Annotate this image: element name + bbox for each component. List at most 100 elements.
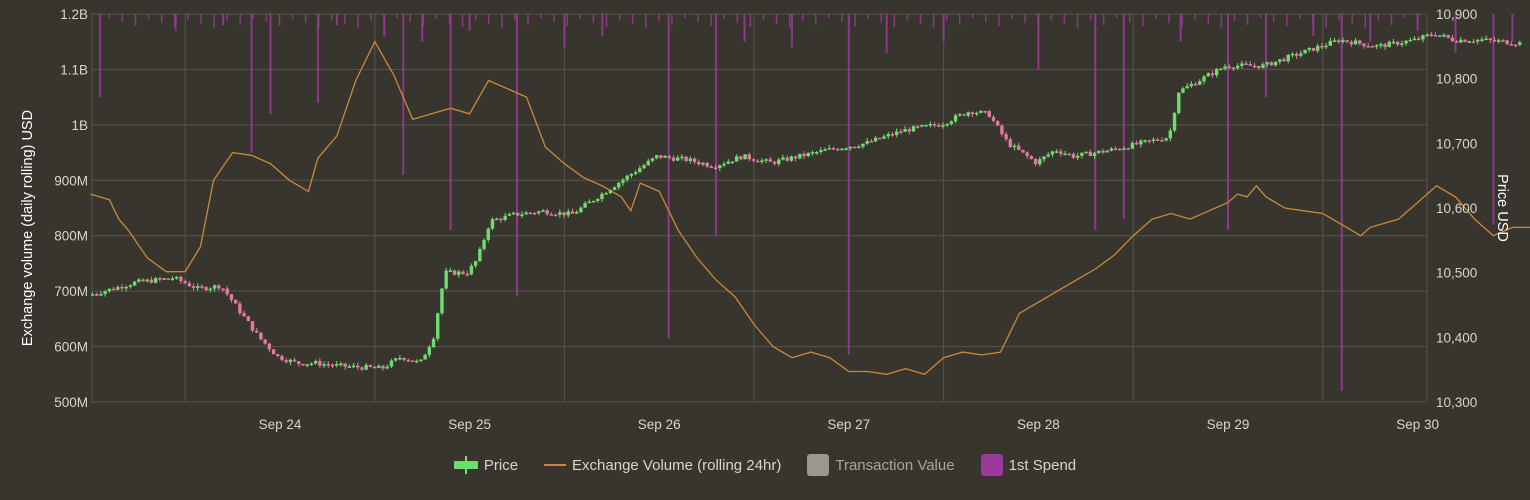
price-candle bbox=[1227, 66, 1231, 69]
price-candle bbox=[524, 212, 528, 215]
price-candle bbox=[482, 239, 486, 249]
price-candle bbox=[857, 146, 861, 149]
price-candle bbox=[372, 366, 377, 369]
price-candle bbox=[701, 163, 705, 165]
right-tick-label: 10,500 bbox=[1436, 266, 1477, 281]
price-candle bbox=[1000, 125, 1004, 135]
price-volume-chart: 500M 600M 700M 800M 900M 1B 1.1B 1.2B 10,300 10,4… bbox=[20, 7, 1530, 432]
legend-item-volume[interactable]: Exchange Volume (rolling 24hr) bbox=[544, 457, 781, 474]
price-candle bbox=[1400, 43, 1404, 45]
price-candle bbox=[1185, 86, 1189, 89]
volume-series-line bbox=[90, 40, 1530, 376]
price-candle bbox=[1433, 35, 1438, 37]
price-candle bbox=[916, 126, 920, 128]
price-candle bbox=[705, 163, 709, 167]
price-candle bbox=[1383, 44, 1387, 48]
price-candle bbox=[974, 112, 979, 115]
price-candle bbox=[1130, 142, 1135, 149]
price-candle bbox=[1320, 45, 1324, 48]
price-candle bbox=[1307, 47, 1311, 50]
price-candle bbox=[276, 354, 280, 356]
transaction-value-icon bbox=[807, 454, 830, 476]
price-candle bbox=[204, 287, 208, 291]
right-tick-label: 10,400 bbox=[1436, 330, 1477, 345]
price-candle bbox=[945, 123, 949, 126]
price-candle bbox=[309, 363, 314, 366]
left-tick-label: 1B bbox=[71, 118, 88, 133]
price-candle bbox=[848, 146, 853, 149]
price-candle bbox=[1341, 40, 1345, 43]
price-candle bbox=[1071, 153, 1076, 158]
price-candle bbox=[473, 261, 478, 266]
price-candle bbox=[478, 248, 482, 262]
price-candle bbox=[650, 158, 655, 161]
price-candle bbox=[90, 294, 95, 296]
price-candle bbox=[280, 355, 284, 361]
price-candle bbox=[802, 153, 806, 157]
price-candle bbox=[734, 156, 739, 162]
price-candle bbox=[987, 111, 991, 118]
price-candle bbox=[444, 270, 448, 289]
price-candle bbox=[1172, 113, 1177, 131]
price-candle bbox=[1450, 37, 1455, 42]
price-candle bbox=[625, 175, 629, 180]
price-candle bbox=[1235, 65, 1240, 69]
price-candle bbox=[1219, 68, 1223, 71]
price-candle bbox=[541, 210, 545, 212]
price-candle bbox=[1379, 44, 1383, 46]
price-candle bbox=[1454, 41, 1459, 43]
price-candle bbox=[654, 155, 659, 159]
price-candle bbox=[137, 279, 141, 282]
price-candle bbox=[937, 125, 941, 127]
price-candle bbox=[393, 358, 398, 361]
price-candle bbox=[212, 285, 217, 289]
price-candle bbox=[1244, 63, 1248, 65]
price-candle bbox=[722, 163, 726, 166]
price-candle bbox=[1488, 38, 1493, 41]
price-candle bbox=[132, 281, 137, 286]
price-candle bbox=[1286, 54, 1290, 62]
price-candle bbox=[229, 294, 234, 300]
price-candle bbox=[162, 278, 166, 280]
legend-item-transaction-value[interactable]: Transaction Value bbox=[807, 454, 955, 476]
legend-item-first-spend[interactable]: 1st Spend bbox=[980, 454, 1076, 476]
grid-lines bbox=[91, 13, 1428, 403]
price-candle bbox=[414, 360, 419, 363]
price-candle bbox=[284, 360, 288, 363]
price-candle bbox=[747, 154, 752, 160]
price-candle bbox=[709, 166, 714, 169]
price-candle bbox=[764, 159, 768, 161]
price-candle bbox=[1059, 151, 1063, 154]
price-candle bbox=[1202, 76, 1206, 82]
price-candle bbox=[949, 121, 954, 124]
legend-item-price[interactable]: Price bbox=[453, 456, 518, 474]
price-candle bbox=[667, 156, 672, 158]
price-candle bbox=[886, 134, 890, 137]
price-candle bbox=[166, 278, 170, 280]
price-candles bbox=[90, 31, 1522, 372]
price-candle bbox=[1231, 67, 1236, 70]
price-candle bbox=[503, 215, 507, 220]
price-candle bbox=[255, 330, 259, 333]
price-candle bbox=[292, 359, 297, 362]
price-candle bbox=[1257, 65, 1261, 68]
price-candle bbox=[1446, 34, 1450, 38]
price-candle bbox=[920, 125, 924, 127]
price-candle bbox=[814, 151, 819, 154]
price-candle bbox=[1463, 39, 1467, 42]
price-candle bbox=[596, 199, 600, 201]
price-candle bbox=[819, 150, 823, 152]
price-candle bbox=[1177, 92, 1181, 114]
price-candle bbox=[1261, 64, 1265, 68]
price-candle bbox=[697, 161, 701, 165]
price-candle bbox=[629, 173, 634, 176]
price-candle bbox=[1033, 159, 1038, 165]
right-tick-label: 10,900 bbox=[1436, 7, 1477, 22]
price-candle bbox=[1054, 151, 1059, 153]
price-candle bbox=[452, 270, 457, 275]
left-axis-title: Exchange volume (daily rolling) USD bbox=[20, 110, 36, 346]
price-candle bbox=[318, 361, 322, 366]
price-candle bbox=[1366, 46, 1370, 48]
price-candle bbox=[431, 338, 436, 348]
